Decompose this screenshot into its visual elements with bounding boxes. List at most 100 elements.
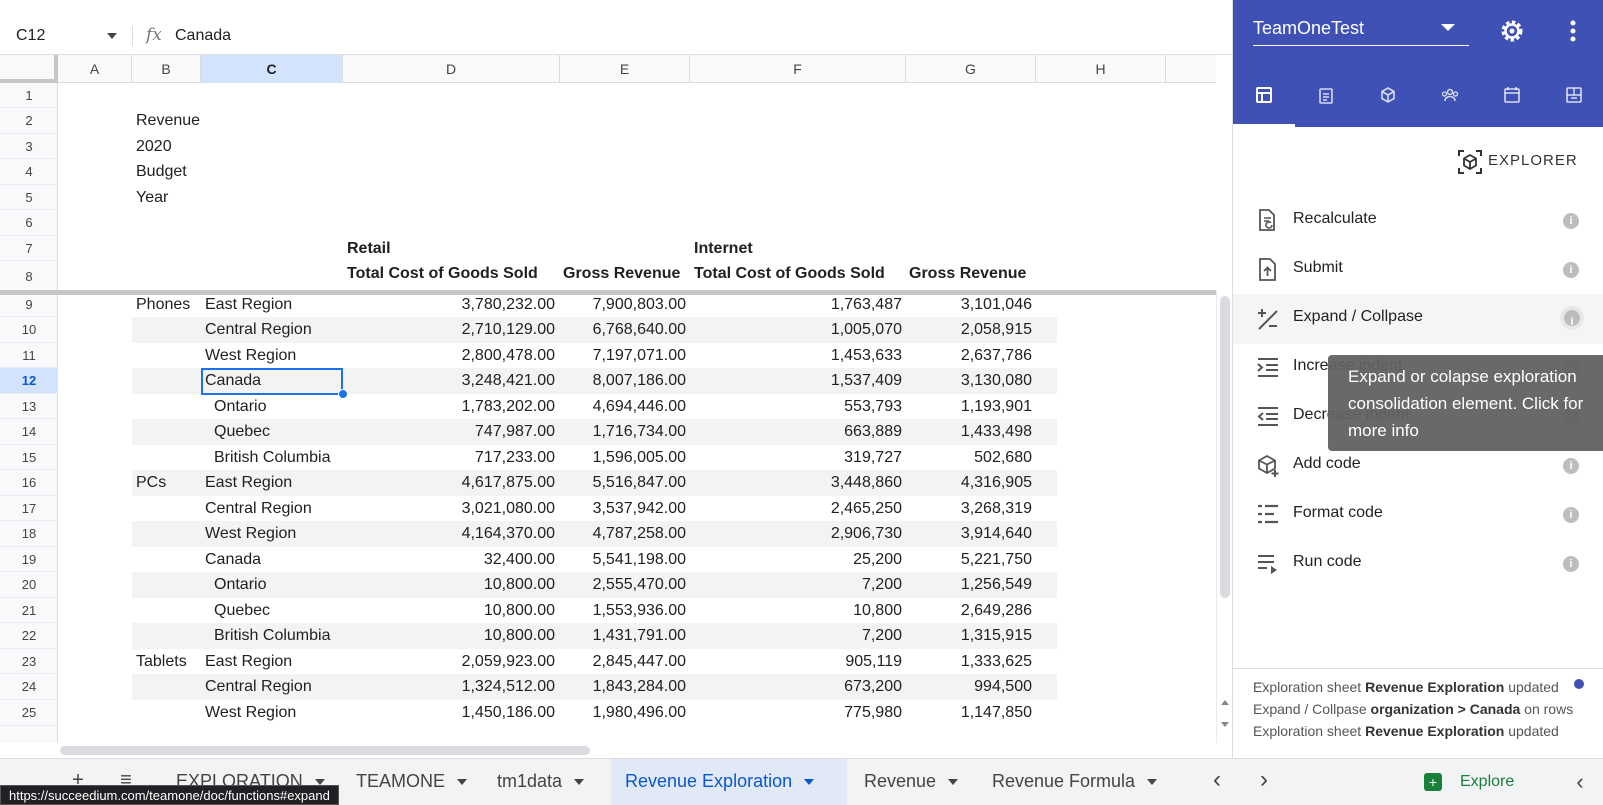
internet-gross-revenue-cell[interactable]: 1,333,625 <box>960 653 1032 670</box>
panel-tab-dashboard[interactable] <box>1543 74 1603 127</box>
scroll-thumb[interactable] <box>60 746 590 755</box>
chevron-down-icon[interactable] <box>574 779 585 786</box>
internet-gross-revenue-cell[interactable]: 2,649,286 <box>960 602 1032 619</box>
info-icon[interactable]: i <box>1563 458 1579 474</box>
retail-gross-revenue-cell[interactable]: 1,980,496.00 <box>592 704 686 721</box>
retail-cogs-cell[interactable]: 3,780,232.00 <box>461 296 555 313</box>
column-header-b[interactable]: B <box>132 55 201 83</box>
region-cell[interactable]: Ontario <box>214 398 267 415</box>
explorer-button[interactable]: EXPLORER <box>1457 145 1587 177</box>
header-retail-cogs[interactable]: Total Cost of Goods Sold <box>347 265 538 282</box>
row-header-18[interactable]: 18 <box>0 521 58 547</box>
row-header-25[interactable]: 25 <box>0 700 58 726</box>
action-expand-collpase[interactable]: Expand / Collpase i <box>1233 294 1603 344</box>
region-cell[interactable]: Ontario <box>214 576 267 593</box>
region-cell[interactable]: East Region <box>205 653 293 670</box>
fill-handle[interactable] <box>338 389 348 399</box>
retail-gross-revenue-cell[interactable]: 6,768,640.00 <box>592 321 686 338</box>
add-sheet-icon[interactable]: + <box>72 769 84 791</box>
internet-gross-revenue-cell[interactable]: 4,316,905 <box>960 474 1032 491</box>
row-header-10[interactable]: 10 <box>0 317 58 343</box>
retail-cogs-cell[interactable]: 10,800.00 <box>483 576 555 593</box>
internet-gross-revenue-cell[interactable]: 1,433,498 <box>960 423 1032 440</box>
panel-tab-clipboard[interactable] <box>1295 74 1357 127</box>
row-header-20[interactable]: 20 <box>0 572 58 598</box>
internet-gross-revenue-cell[interactable]: 3,101,046 <box>960 296 1032 313</box>
region-cell[interactable]: East Region <box>205 296 293 313</box>
column-header-a[interactable]: A <box>58 55 132 83</box>
cell-grid[interactable]: Revenue 2020 Budget Year Retail Internet Total… <box>58 83 1216 743</box>
row-header-16[interactable]: 16 <box>0 470 58 496</box>
row-header-4[interactable]: 4 <box>0 159 58 185</box>
retail-gross-revenue-cell[interactable]: 1,716,734.00 <box>592 423 686 440</box>
retail-cogs-cell[interactable]: 3,021,080.00 <box>461 500 555 517</box>
all-sheets-icon[interactable]: ≡ <box>120 769 132 791</box>
column-header-c[interactable]: C <box>201 55 343 83</box>
row-header-5[interactable]: 5 <box>0 185 58 210</box>
row-header-6[interactable]: 6 <box>0 210 58 236</box>
region-cell[interactable]: West Region <box>205 525 297 542</box>
action-format-code[interactable]: Format code i <box>1233 490 1603 540</box>
header-internet[interactable]: Internet <box>694 240 753 257</box>
region-cell[interactable]: Central Region <box>205 321 312 338</box>
internet-gross-revenue-cell[interactable]: 1,256,549 <box>960 576 1032 593</box>
panel-tab-cube[interactable] <box>1357 74 1419 127</box>
retail-cogs-cell[interactable]: 10,800.00 <box>483 627 555 644</box>
region-cell[interactable]: Quebec <box>214 602 271 619</box>
horizontal-scrollbar[interactable] <box>58 743 1216 758</box>
sheet-tab-revenue-exploration[interactable]: Revenue Exploration <box>611 759 847 805</box>
panel-tab-table[interactable] <box>1233 74 1295 127</box>
internet-cogs-cell[interactable]: 553,793 <box>844 398 902 415</box>
row-header-15[interactable]: 15 <box>0 445 58 470</box>
internet-gross-revenue-cell[interactable]: 994,500 <box>974 678 1032 695</box>
panel-tab-group[interactable] <box>1419 74 1481 127</box>
explore-button[interactable]: + Explore <box>1404 759 1518 805</box>
info-icon[interactable]: i <box>1563 262 1579 278</box>
select-all-corner[interactable] <box>0 55 58 83</box>
more-vert-icon[interactable] <box>1563 16 1583 46</box>
column-header-d[interactable]: D <box>343 55 560 83</box>
row-header-13[interactable]: 13 <box>0 394 58 419</box>
internet-cogs-cell[interactable]: 673,200 <box>844 678 902 695</box>
internet-gross-revenue-cell[interactable]: 3,130,080 <box>960 372 1032 389</box>
retail-cogs-cell[interactable]: 1,324,512.00 <box>461 678 555 695</box>
internet-gross-revenue-cell[interactable]: 3,914,640 <box>960 525 1032 542</box>
product-cell[interactable]: Phones <box>136 296 191 313</box>
retail-gross-revenue-cell[interactable]: 3,537,942.00 <box>592 500 686 517</box>
retail-cogs-cell[interactable]: 3,248,421.00 <box>461 372 555 389</box>
scroll-down-arrow[interactable] <box>1221 722 1229 727</box>
header-internet-cogs[interactable]: Total Cost of Goods Sold <box>694 265 885 282</box>
internet-cogs-cell[interactable]: 25,200 <box>853 551 902 568</box>
region-cell[interactable]: West Region <box>205 347 297 364</box>
info-icon[interactable]: i <box>1563 213 1579 229</box>
internet-cogs-cell[interactable]: 2,906,730 <box>830 525 902 542</box>
internet-gross-revenue-cell[interactable]: 2,058,915 <box>960 321 1032 338</box>
retail-gross-revenue-cell[interactable]: 2,555,470.00 <box>592 576 686 593</box>
action-submit[interactable]: Submit i <box>1233 245 1603 295</box>
row-header-21[interactable]: 21 <box>0 598 58 623</box>
row-header-7[interactable]: 7 <box>0 236 58 261</box>
chevron-down-icon[interactable] <box>457 779 468 786</box>
product-cell[interactable]: PCs <box>136 474 167 491</box>
chevron-down-icon[interactable] <box>107 33 117 39</box>
retail-gross-revenue-cell[interactable]: 7,900,803.00 <box>592 296 686 313</box>
retail-cogs-cell[interactable]: 747,987.00 <box>474 423 555 440</box>
collapse-side-panel-icon[interactable]: ‹ <box>1576 769 1584 794</box>
internet-gross-revenue-cell[interactable]: 2,637,786 <box>960 347 1032 364</box>
chevron-right-icon[interactable]: › <box>1260 766 1268 793</box>
action-run-code[interactable]: Run code i <box>1233 539 1603 589</box>
retail-gross-revenue-cell[interactable]: 1,843,284.00 <box>592 678 686 695</box>
chevron-down-icon[interactable] <box>804 779 815 786</box>
chevron-down-icon[interactable] <box>1147 779 1158 786</box>
region-cell[interactable]: British Columbia <box>214 627 331 644</box>
formula-input[interactable]: Canada <box>175 27 232 44</box>
region-cell[interactable]: Quebec <box>214 423 271 440</box>
internet-cogs-cell[interactable]: 3,448,860 <box>830 474 902 491</box>
row-header-14[interactable]: 14 <box>0 419 58 445</box>
sheet-tab-tm1data[interactable]: tm1data <box>481 759 604 805</box>
chevron-down-icon[interactable] <box>1441 24 1455 31</box>
region-cell[interactable]: Central Region <box>205 678 312 695</box>
title-cell[interactable]: Revenue <box>136 112 201 129</box>
row-header-9[interactable]: 9 <box>0 292 58 317</box>
title-cell[interactable]: 2020 <box>136 138 172 155</box>
